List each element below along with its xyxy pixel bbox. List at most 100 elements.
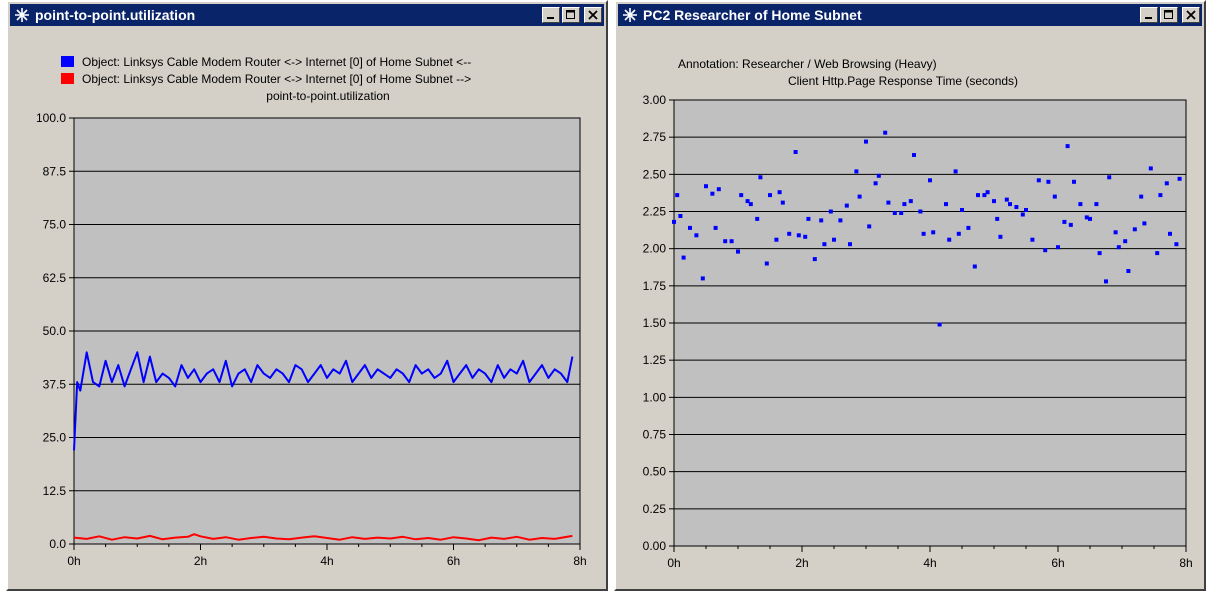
data-point <box>819 218 824 223</box>
data-point <box>787 231 792 236</box>
minimize-icon <box>1145 17 1152 19</box>
data-point <box>937 322 942 327</box>
close-icon <box>588 10 598 20</box>
data-point <box>1088 216 1092 221</box>
data-point <box>960 208 964 212</box>
data-point <box>844 203 849 208</box>
data-point <box>1020 212 1025 217</box>
data-point <box>812 257 817 262</box>
data-point <box>729 239 734 244</box>
data-point <box>899 211 904 215</box>
data-point <box>992 199 996 204</box>
titlebar[interactable]: PC2 Researcher of Home Subnet <box>618 4 1202 26</box>
data-point <box>1062 219 1067 224</box>
data-point <box>972 264 977 269</box>
response-time-chart: Annotation: Researcher / Web Browsing (H… <box>643 57 1193 570</box>
data-point <box>886 200 891 205</box>
data-point <box>713 225 718 230</box>
y-tick-label: 100.0 <box>36 111 66 125</box>
data-point <box>1113 230 1118 235</box>
data-point <box>857 194 862 199</box>
app-star-icon <box>13 6 31 24</box>
data-point <box>832 237 836 242</box>
data-point <box>966 225 971 230</box>
y-tick-label: 2.25 <box>643 205 667 219</box>
data-point <box>1107 175 1112 180</box>
window-title: point-to-point.utilization <box>35 7 196 23</box>
data-point <box>1094 202 1099 207</box>
utilization-chart: Object: Linksys Cable Modem Router <-> I… <box>36 55 587 568</box>
data-point <box>1177 176 1182 181</box>
chart-title: Client Http.Page Response Time (seconds) <box>788 74 1018 88</box>
data-point <box>777 190 782 195</box>
data-point <box>675 193 680 198</box>
minimize-button[interactable] <box>1140 7 1158 23</box>
maximize-button[interactable] <box>1160 7 1178 23</box>
y-tick-label: 2.50 <box>643 167 667 181</box>
close-button[interactable] <box>1182 7 1200 23</box>
data-point <box>739 193 744 198</box>
data-point <box>912 153 916 157</box>
data-point <box>838 218 843 223</box>
minimize-button[interactable] <box>542 7 560 23</box>
data-point <box>867 224 872 229</box>
data-point <box>1123 239 1128 244</box>
data-point <box>931 230 936 235</box>
x-tick-label: 6h <box>1051 556 1064 570</box>
y-tick-label: 1.75 <box>643 279 667 293</box>
data-point <box>700 276 705 281</box>
data-point <box>998 234 1003 239</box>
data-point <box>1174 242 1179 247</box>
data-point <box>1158 193 1163 198</box>
data-point <box>928 178 932 183</box>
legend-swatch-red <box>61 73 74 84</box>
data-point <box>995 216 1000 221</box>
data-point <box>1030 237 1035 242</box>
data-point <box>1155 251 1160 256</box>
y-tick-label: 1.50 <box>643 316 667 330</box>
data-point <box>745 199 750 204</box>
data-point <box>1139 194 1144 199</box>
data-point <box>985 190 990 195</box>
data-point <box>1132 227 1137 232</box>
y-tick-label: 87.5 <box>43 164 67 178</box>
maximize-icon <box>1164 10 1173 19</box>
maximize-button[interactable] <box>562 7 580 23</box>
data-point <box>828 209 833 214</box>
data-point <box>736 249 740 254</box>
app-star-icon <box>621 6 639 24</box>
data-point <box>1148 166 1153 171</box>
data-point <box>1043 248 1048 253</box>
data-point <box>956 231 961 236</box>
y-tick-label: 1.00 <box>643 390 667 404</box>
data-point <box>883 130 888 135</box>
data-point <box>755 216 760 221</box>
data-point <box>892 211 897 215</box>
data-point <box>710 191 715 196</box>
data-point <box>764 261 769 266</box>
data-point <box>876 173 881 178</box>
y-tick-label: 62.5 <box>43 271 67 285</box>
data-point <box>672 219 676 224</box>
y-tick-label: 75.0 <box>43 218 67 232</box>
data-point <box>1142 221 1147 226</box>
data-point <box>780 200 785 205</box>
data-point <box>1036 178 1041 183</box>
data-point <box>1116 245 1121 250</box>
data-point <box>1004 197 1009 202</box>
data-point <box>688 225 692 230</box>
data-point <box>1008 202 1012 207</box>
y-tick-label: 37.5 <box>43 377 67 391</box>
data-point <box>796 233 801 238</box>
x-tick-label: 8h <box>573 554 586 568</box>
data-point <box>1024 208 1028 212</box>
legend-label-blue: Object: Linksys Cable Modem Router <-> I… <box>82 55 471 69</box>
data-point <box>1168 231 1172 236</box>
data-point <box>976 193 980 198</box>
data-point <box>944 202 948 207</box>
close-button[interactable] <box>584 7 602 23</box>
data-point <box>694 233 699 238</box>
titlebar[interactable]: point-to-point.utilization <box>10 4 604 26</box>
y-tick-label: 25.0 <box>43 431 67 445</box>
y-tick-label: 0.00 <box>643 539 667 553</box>
